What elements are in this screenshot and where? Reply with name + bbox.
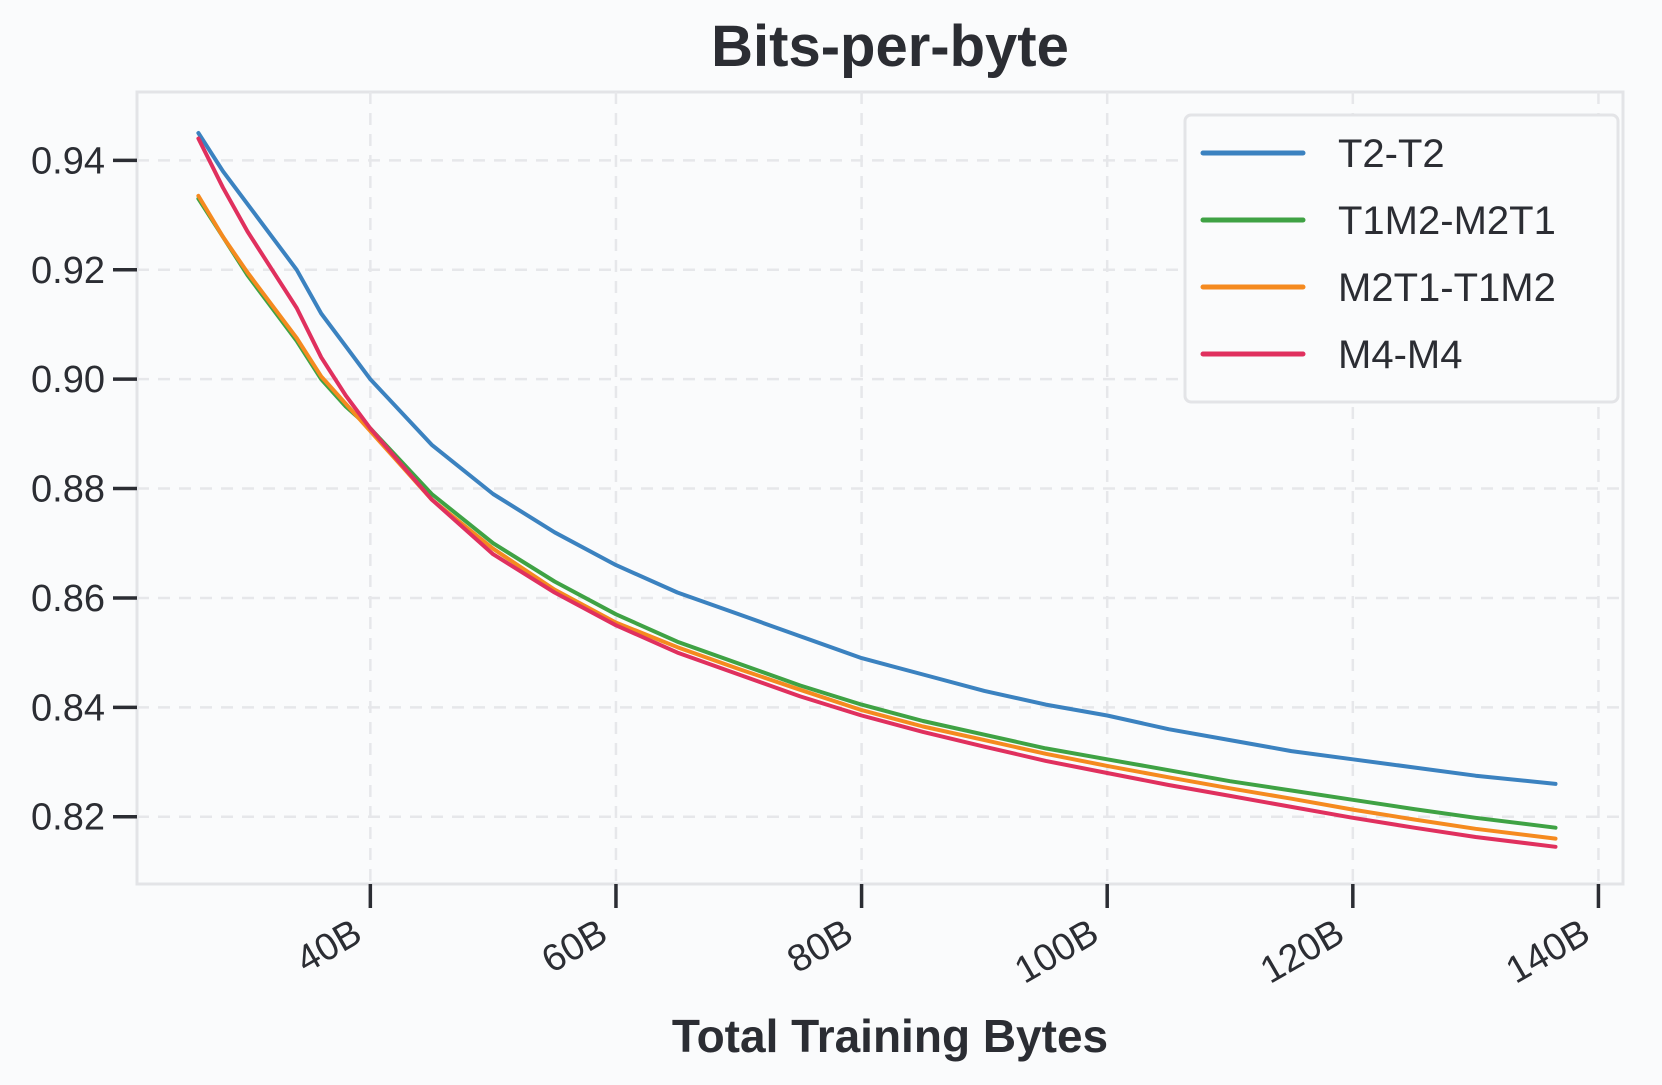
legend-box [1183,113,1620,404]
series-lines [196,131,1558,849]
y-tick-label: 0.84 [31,687,105,729]
grid-lines [137,92,1623,884]
x-tick-label: 140B [1499,911,1597,992]
legend-label-t1m2-m2t1: T1M2-M2T1 [1338,199,1556,243]
legend-label-m4-m4: M4-M4 [1338,333,1462,377]
chart-title: Bits-per-byte [711,14,1069,79]
x-tick-label: 80B [781,911,861,981]
x-tick-label: 40B [289,911,369,981]
x-tick-label: 60B [535,911,615,981]
y-tick-label: 0.86 [31,578,105,620]
x-axis-ticks: 40B 60B 80B 100B 120B 140B [289,884,1601,992]
x-tick-label: 100B [1008,911,1106,992]
y-tick-label: 0.82 [31,797,105,839]
y-tick-label: 0.90 [31,359,105,401]
series-line-t2-t2 [196,131,1558,786]
series-line-m4-m4 [196,136,1558,849]
series-line-m2t1-t1m2 [196,193,1558,841]
y-tick-label: 0.88 [31,469,105,511]
y-tick-label: 0.94 [31,140,105,182]
y-tick-label: 0.92 [31,250,105,292]
legend-label-m2t1-t1m2: M2T1-T1M2 [1338,266,1556,310]
legend-label-t2-t2: T2-T2 [1338,132,1445,176]
legend: T2-T2 T1M2-M2T1 M2T1-T1M2 M4-M4 [1183,113,1620,404]
x-tick-label: 120B [1253,911,1351,992]
y-axis-ticks: 0.82 0.84 0.86 0.88 0.90 0.92 0.94 [31,140,137,839]
x-axis-label: Total Training Bytes [672,1010,1108,1062]
